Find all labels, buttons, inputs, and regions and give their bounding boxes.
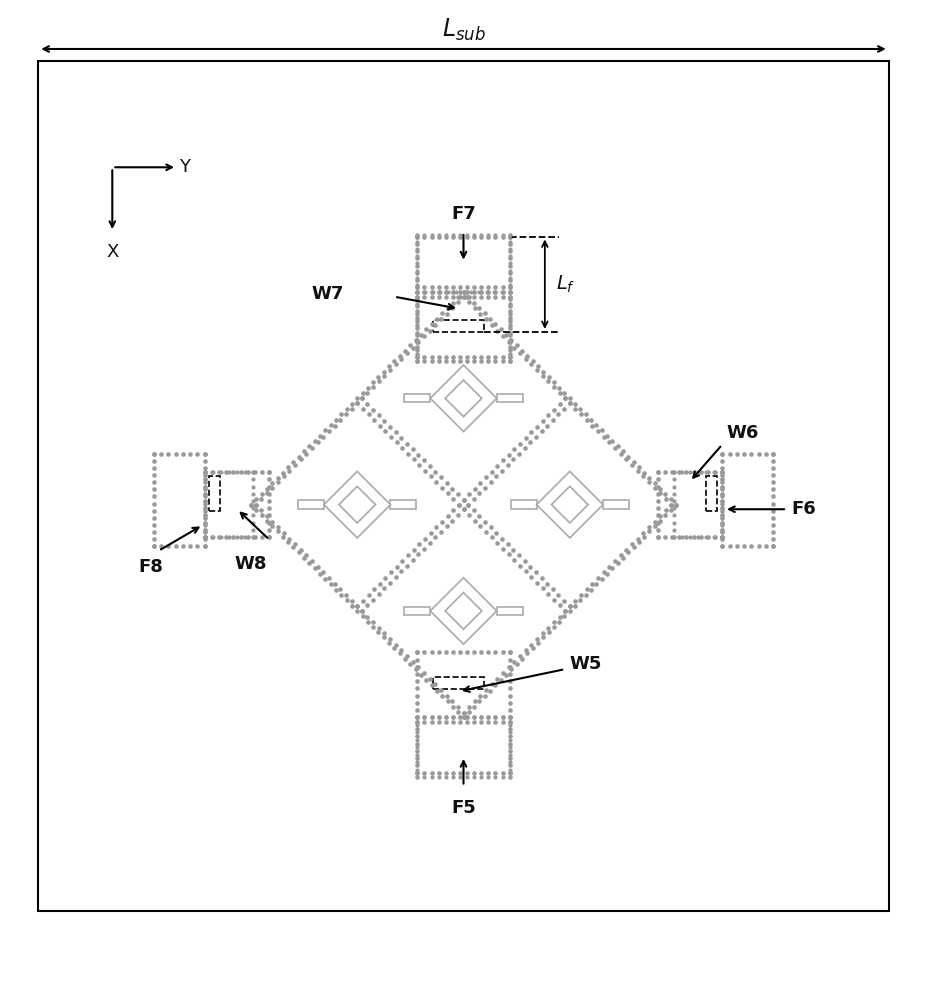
Bar [433, 677, 484, 689]
Text: F5: F5 [451, 799, 476, 817]
Text: $L_f$: $L_f$ [556, 274, 576, 295]
Text: W8: W8 [235, 555, 267, 573]
Text: F8: F8 [139, 558, 163, 576]
Text: W7: W7 [311, 285, 343, 303]
Text: Y: Y [179, 158, 190, 176]
Bar [705, 476, 717, 511]
Bar [433, 320, 484, 332]
Text: W5: W5 [570, 655, 603, 673]
Text: F6: F6 [792, 500, 817, 518]
Text: F7: F7 [451, 205, 476, 223]
Text: W6: W6 [727, 424, 759, 442]
Text: $L_{sub}$: $L_{sub}$ [441, 17, 486, 43]
Bar [210, 476, 221, 511]
Text: X: X [106, 243, 119, 261]
